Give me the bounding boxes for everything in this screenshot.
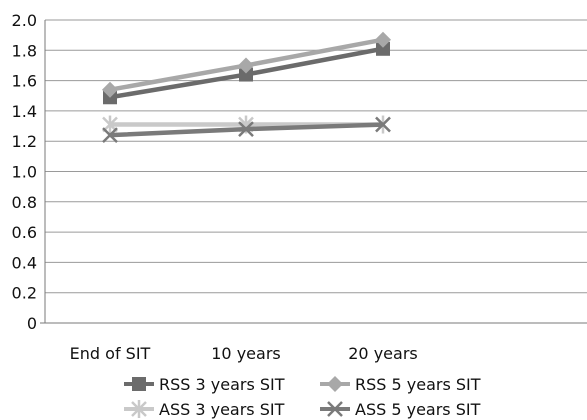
series-1 bbox=[102, 31, 391, 98]
data-point bbox=[131, 400, 147, 418]
data-point bbox=[327, 401, 343, 417]
data-point bbox=[132, 377, 146, 391]
y-tick-label: 0.6 bbox=[12, 223, 37, 242]
data-point bbox=[238, 121, 254, 137]
y-axis-tick-labels: 0 0.2 0.4 0.6 0.8 1.0 1.2 1.4 1.6 1.8 2.0 bbox=[12, 11, 37, 333]
y-tick-label: 1.2 bbox=[12, 132, 37, 151]
y-tick-label: 0 bbox=[27, 314, 37, 333]
y-tick-label: 1.6 bbox=[12, 72, 37, 91]
data-point bbox=[376, 41, 390, 56]
y-tick-label: 2.0 bbox=[12, 11, 37, 30]
y-tick-label: 0.2 bbox=[12, 284, 37, 303]
legend-label: RSS 3 years SIT bbox=[159, 375, 285, 394]
legend-item: ASS 5 years SIT bbox=[320, 400, 481, 419]
x-tick-label: End of SIT bbox=[70, 344, 151, 363]
legend-label: RSS 5 years SIT bbox=[355, 375, 481, 394]
series-3 bbox=[102, 116, 391, 144]
y-tick-label: 0.8 bbox=[12, 193, 37, 212]
y-tick-label: 1.0 bbox=[12, 163, 37, 182]
data-point bbox=[327, 376, 343, 392]
legend-item: ASS 3 years SIT bbox=[124, 400, 285, 419]
data-point bbox=[102, 127, 118, 144]
legend-item: RSS 5 years SIT bbox=[320, 375, 481, 394]
y-tick-label: 1.8 bbox=[12, 41, 37, 60]
y-tick-label: 0.4 bbox=[12, 253, 37, 272]
data-point bbox=[375, 116, 391, 133]
data-point bbox=[239, 67, 253, 82]
y-tick-label: 1.4 bbox=[12, 102, 37, 121]
x-tick-label: 20 years bbox=[348, 344, 417, 363]
data-point bbox=[238, 57, 254, 74]
x-axis-tick-labels: End of SIT 10 years 20 years bbox=[70, 344, 418, 363]
data-point bbox=[102, 81, 118, 98]
series-group bbox=[102, 31, 391, 144]
legend-item: RSS 3 years SIT bbox=[124, 375, 285, 394]
x-tick-label: 10 years bbox=[211, 344, 280, 363]
legend: RSS 3 years SIT RSS 5 years SIT ASS 3 year… bbox=[124, 375, 481, 419]
axes bbox=[40, 20, 587, 324]
data-point bbox=[375, 31, 391, 48]
legend-label: ASS 5 years SIT bbox=[355, 400, 481, 419]
series-0 bbox=[103, 41, 390, 105]
legend-label: ASS 3 years SIT bbox=[159, 400, 285, 419]
